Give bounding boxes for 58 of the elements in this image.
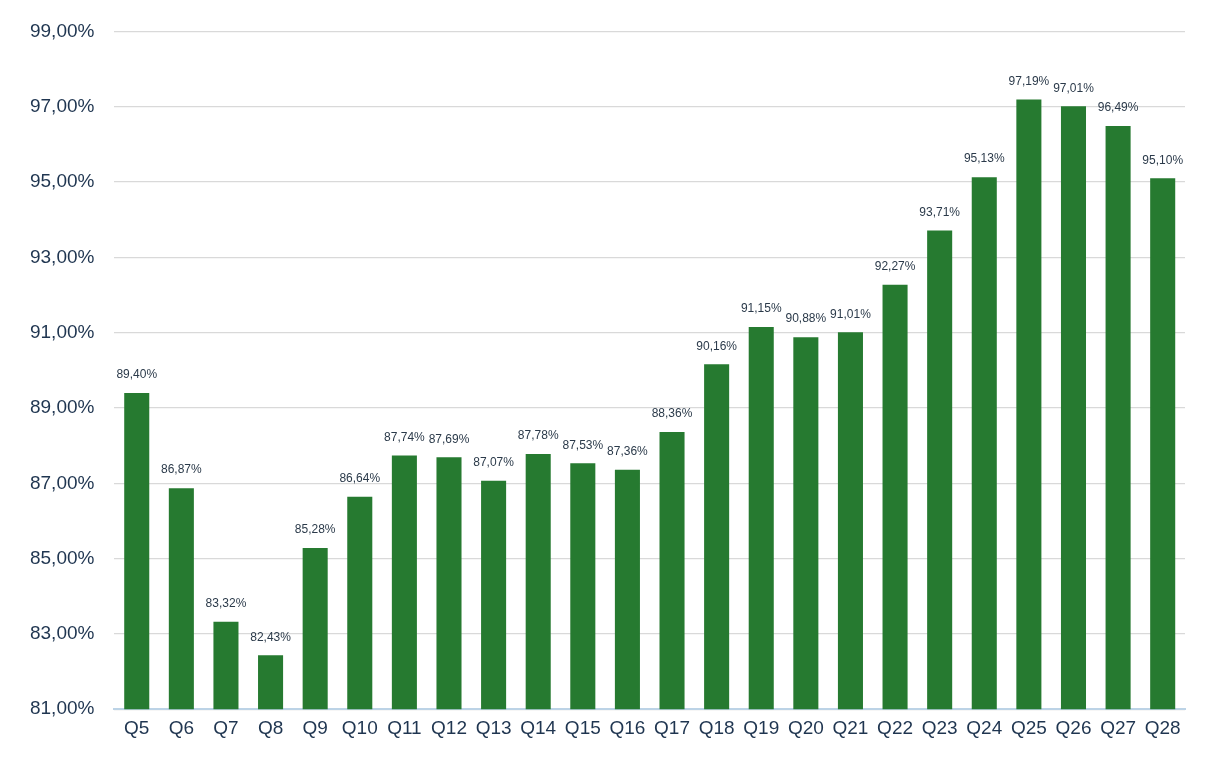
data-label: 92,27% xyxy=(874,259,916,274)
x-tick-label: Q11 xyxy=(387,716,422,738)
x-tick-label: Q9 xyxy=(302,716,328,738)
data-label: 88,36% xyxy=(651,406,693,421)
x-tick-label: Q15 xyxy=(564,716,601,738)
data-label: 87,53% xyxy=(562,437,604,452)
x-tick-label: Q22 xyxy=(877,716,914,738)
y-tick-label: 87,00% xyxy=(29,471,95,493)
data-label: 85,28% xyxy=(294,522,336,537)
data-label: 97,19% xyxy=(1008,73,1050,88)
x-tick-label: Q6 xyxy=(168,716,195,738)
y-tick-label: 91,00% xyxy=(29,320,95,342)
data-label: 90,88% xyxy=(785,311,827,326)
x-tick-label: Q28 xyxy=(1144,716,1181,738)
x-tick-label: Q27 xyxy=(1100,716,1137,738)
data-label: 89,40% xyxy=(116,367,158,382)
data-label: 87,36% xyxy=(607,444,649,459)
data-label: 91,15% xyxy=(740,301,782,316)
x-tick-label: Q23 xyxy=(921,716,958,738)
x-tick-label: Q26 xyxy=(1055,716,1092,738)
x-tick-label: Q14 xyxy=(520,716,557,738)
data-label: 90,16% xyxy=(696,338,738,353)
y-tick-label: 83,00% xyxy=(29,622,95,644)
data-label: 86,64% xyxy=(339,471,381,486)
y-tick-label: 99,00% xyxy=(29,19,95,41)
x-tick-label: Q24 xyxy=(966,716,1003,738)
y-tick-label: 97,00% xyxy=(29,94,95,116)
data-label: 87,07% xyxy=(473,454,515,469)
y-tick-label: 81,00% xyxy=(29,697,95,719)
x-tick-label: Q19 xyxy=(743,716,780,738)
x-tick-label: Q8 xyxy=(257,716,284,738)
x-tick-label: Q18 xyxy=(698,716,735,738)
x-tick-label: Q21 xyxy=(832,716,869,738)
data-label: 95,10% xyxy=(1142,152,1184,167)
data-label: 87,78% xyxy=(517,428,559,443)
y-tick-label: 95,00% xyxy=(29,170,95,192)
data-label: 93,71% xyxy=(919,204,961,219)
x-tick-label: Q13 xyxy=(475,716,512,738)
data-label: 87,74% xyxy=(384,429,426,444)
data-label: 83,32% xyxy=(205,596,247,611)
x-tick-label: Q20 xyxy=(787,716,824,738)
x-tick-label: Q5 xyxy=(124,716,150,738)
y-tick-label: 93,00% xyxy=(29,245,95,267)
x-tick-label: Q12 xyxy=(431,716,467,738)
data-label: 96,49% xyxy=(1097,100,1139,115)
y-tick-label: 85,00% xyxy=(29,546,95,568)
x-tick-label: Q7 xyxy=(213,716,239,738)
x-tick-label: Q25 xyxy=(1010,716,1047,738)
data-label: 82,43% xyxy=(250,629,292,644)
x-tick-label: Q17 xyxy=(654,716,690,738)
data-label: 87,69% xyxy=(428,431,470,446)
data-label: 95,13% xyxy=(963,151,1005,166)
x-tick-label: Q10 xyxy=(341,716,378,738)
y-tick-label: 89,00% xyxy=(29,396,95,418)
data-label: 86,87% xyxy=(161,462,203,477)
data-label: 97,01% xyxy=(1053,80,1095,95)
x-tick-label: Q16 xyxy=(609,716,646,738)
data-label: 91,01% xyxy=(830,306,872,321)
